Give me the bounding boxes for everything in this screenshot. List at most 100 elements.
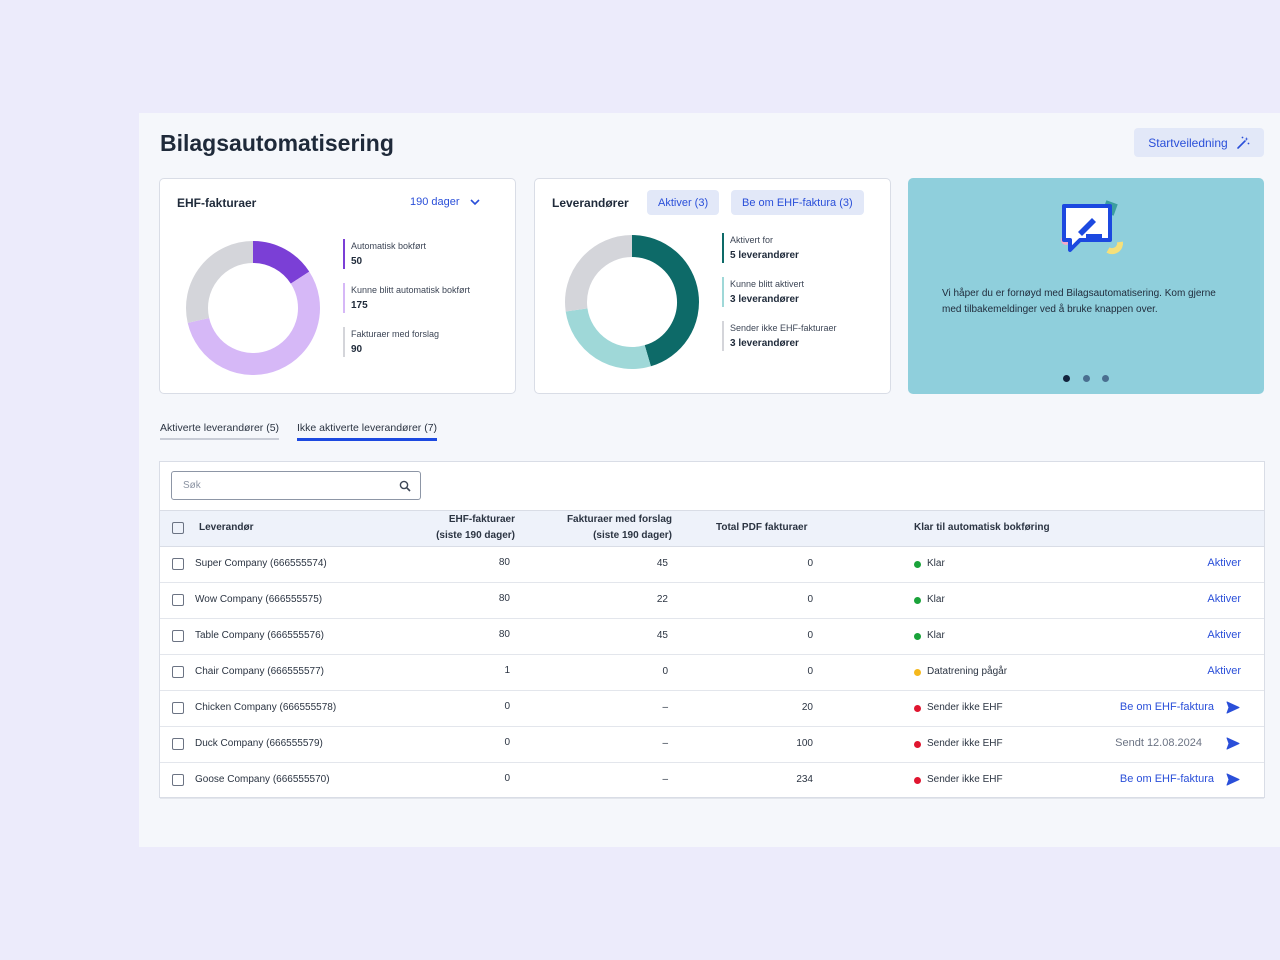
table-row[interactable]: Duck Company (666555579) 0 – 100 Sender ikke… bbox=[160, 726, 1264, 763]
suppliers-legend-label: Aktivert for bbox=[730, 235, 774, 245]
carousel-dot-1[interactable] bbox=[1063, 375, 1070, 382]
ehf-count: 0 bbox=[504, 737, 510, 748]
ehf-donut-segment-3 bbox=[186, 241, 254, 323]
send-icon[interactable] bbox=[1226, 701, 1240, 714]
chevron-down-icon bbox=[469, 198, 480, 205]
row-checkbox[interactable] bbox=[172, 738, 184, 750]
status-dot bbox=[914, 561, 921, 568]
row-checkbox[interactable] bbox=[172, 594, 184, 606]
suggestions-count: 45 bbox=[656, 630, 668, 641]
suppliers-card: Leverandører Aktiver (3) Be om EHF-faktu… bbox=[534, 178, 891, 394]
pdf-count: 0 bbox=[807, 594, 813, 605]
pdf-count: 0 bbox=[807, 630, 813, 641]
table-row[interactable]: Super Company (666555574) 80 45 0 Klar Aktive… bbox=[160, 546, 1264, 583]
table-row[interactable]: Chair Company (666555577) 1 0 0 Datatrening … bbox=[160, 654, 1264, 691]
status-dot bbox=[914, 669, 921, 676]
supplier-name: Wow Company (666555575) bbox=[195, 594, 323, 605]
request-ehf-button[interactable]: Be om EHF-faktura (3) bbox=[731, 190, 864, 215]
status-text: Datatrening pågår bbox=[927, 666, 1008, 677]
start-guide-label: Startveiledning bbox=[1148, 135, 1228, 150]
suppliers-legend-value: 3 leverandører bbox=[730, 338, 799, 349]
page-title: Bilagsautomatisering bbox=[160, 130, 394, 156]
activate-link[interactable]: Aktiver bbox=[1207, 629, 1241, 641]
ehf-count: 80 bbox=[498, 557, 510, 568]
header-suggestions-line2: (siste 190 dager) bbox=[593, 530, 672, 541]
suggestions-count: 22 bbox=[656, 594, 668, 605]
suggestions-count: 45 bbox=[656, 558, 668, 569]
row-checkbox[interactable] bbox=[172, 558, 184, 570]
table-row[interactable]: Wow Company (666555575) 80 22 0 Klar Aktiver bbox=[160, 582, 1264, 619]
activate-link[interactable]: Aktiver bbox=[1207, 593, 1241, 605]
request-ehf-link[interactable]: Be om EHF-faktura bbox=[1119, 701, 1214, 713]
suppliers-table: Søk Leverandør EHF-fakturaer (siste 190 … bbox=[159, 461, 1265, 799]
table-header: Leverandør EHF-fakturaer (siste 190 dage… bbox=[160, 510, 1264, 547]
sup-donut-segment-1 bbox=[631, 235, 699, 367]
header-ehf-line1: EHF-fakturaer bbox=[448, 514, 515, 525]
status-dot bbox=[914, 705, 921, 712]
pdf-count: 0 bbox=[807, 558, 813, 569]
sup-donut-segment-3 bbox=[565, 235, 633, 312]
status-text: Klar bbox=[927, 558, 945, 569]
pdf-count: 234 bbox=[796, 774, 813, 785]
send-icon[interactable] bbox=[1226, 737, 1240, 750]
carousel-dot-3[interactable] bbox=[1102, 375, 1109, 382]
row-checkbox[interactable] bbox=[172, 702, 184, 714]
row-checkbox[interactable] bbox=[172, 666, 184, 678]
ehf-legend-label: Fakturaer med forslag bbox=[351, 329, 440, 339]
status-dot bbox=[914, 633, 921, 640]
row-checkbox[interactable] bbox=[172, 630, 184, 642]
activate-suppliers-button[interactable]: Aktiver (3) bbox=[647, 190, 720, 215]
suppliers-legend-item: Sender ikke EHF-fakturaer 3 leverandører bbox=[722, 321, 837, 351]
table-row[interactable]: Table Company (666555576) 80 45 0 Klar Aktive… bbox=[160, 618, 1264, 655]
ehf-count: 80 bbox=[498, 629, 510, 640]
ehf-legend-item: Fakturaer med forslag 90 bbox=[343, 327, 439, 357]
ehf-legend-value: 90 bbox=[351, 344, 363, 355]
activate-link[interactable]: Aktiver bbox=[1207, 665, 1241, 677]
ehf-legend-item: Automatisk bokført 50 bbox=[343, 239, 426, 269]
activate-link[interactable]: Aktiver bbox=[1207, 557, 1241, 569]
ehf-donut-segment-1 bbox=[252, 241, 310, 285]
pdf-count: 20 bbox=[801, 702, 813, 713]
period-dropdown[interactable]: 190 dager bbox=[410, 196, 480, 208]
suppliers-legend-item: Kunne blitt aktivert 3 leverandører bbox=[722, 277, 804, 307]
ehf-count: 1 bbox=[504, 665, 510, 676]
pdf-count: 100 bbox=[796, 738, 813, 749]
status-dot bbox=[914, 777, 921, 784]
request-ehf-link[interactable]: Be om EHF-faktura bbox=[1119, 773, 1214, 785]
tab-activated-suppliers[interactable]: Aktiverte leverandører (5) bbox=[160, 422, 280, 440]
send-icon[interactable] bbox=[1226, 773, 1240, 786]
feedback-chat-icon bbox=[1061, 200, 1124, 255]
row-checkbox[interactable] bbox=[172, 774, 184, 786]
promo-message: Vi håper du er fornøyd med Bilagsautomat… bbox=[942, 288, 1216, 315]
feedback-promo-card: Vi håper du er fornøyd med Bilagsautomat… bbox=[908, 178, 1264, 394]
start-guide-button[interactable]: Startveiledning bbox=[1134, 128, 1264, 157]
status-dot bbox=[914, 741, 921, 748]
suggestions-count: – bbox=[662, 774, 668, 785]
ehf-card-title: EHF-fakturaer bbox=[177, 196, 257, 210]
table-row[interactable]: Chicken Company (666555578) 0 – 20 Sender ik… bbox=[160, 690, 1264, 727]
supplier-name: Chicken Company (666555578) bbox=[195, 702, 337, 713]
header-ehf-line2: (siste 190 dager) bbox=[436, 530, 515, 541]
suppliers-legend-label: Sender ikke EHF-fakturaer bbox=[730, 323, 837, 333]
ehf-legend-label: Kunne blitt automatisk bokført bbox=[351, 285, 471, 295]
ehf-invoices-card: EHF-fakturaer 190 dager Automatisk bokfø… bbox=[159, 178, 516, 394]
status-text: Klar bbox=[927, 594, 945, 605]
table-row[interactable]: Goose Company (666555570) 0 – 234 Sender ikk… bbox=[160, 762, 1264, 799]
ehf-donut-segment-2 bbox=[187, 271, 320, 375]
suppliers-legend-item: Aktivert for 5 leverandører bbox=[722, 233, 799, 263]
header-suggestions: Fakturaer med forslag (siste 190 dager) bbox=[532, 512, 672, 544]
status-text: Klar bbox=[927, 630, 945, 641]
header-ehf: EHF-fakturaer (siste 190 dager) bbox=[415, 512, 515, 544]
carousel-dot-2[interactable] bbox=[1083, 375, 1090, 382]
search-input[interactable]: Søk bbox=[171, 471, 421, 500]
select-all-checkbox[interactable] bbox=[172, 522, 184, 534]
supplier-name: Chair Company (666555577) bbox=[195, 666, 324, 677]
suppliers-donut-chart bbox=[565, 235, 699, 369]
header-ready: Klar til automatisk bokføring bbox=[914, 522, 1050, 533]
tab-not-activated-suppliers[interactable]: Ikke aktiverte leverandører (7) bbox=[297, 422, 438, 441]
supplier-name: Super Company (666555574) bbox=[195, 558, 327, 569]
main-panel: Bilagsautomatisering Startveiledning EHF… bbox=[139, 113, 1280, 847]
search-icon bbox=[399, 480, 411, 492]
sent-date: Sendt 12.08.2024 bbox=[1115, 737, 1202, 749]
ehf-donut-chart bbox=[186, 241, 320, 375]
